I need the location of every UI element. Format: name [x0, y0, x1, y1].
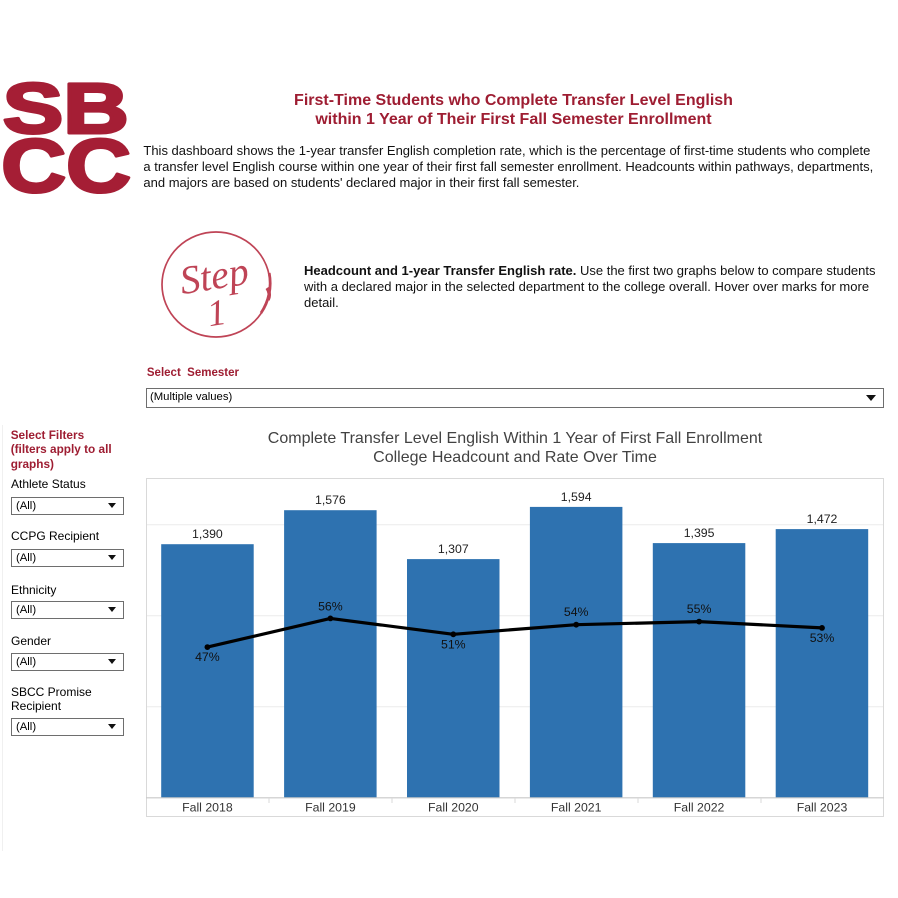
svg-text:1,395: 1,395 [684, 526, 715, 540]
svg-text:1,594: 1,594 [561, 490, 592, 504]
svg-text:47%: 47% [195, 650, 220, 664]
svg-text:53%: 53% [810, 631, 835, 645]
svg-text:56%: 56% [318, 599, 343, 613]
svg-text:Fall 2021: Fall 2021 [551, 801, 602, 815]
svg-text:1,576: 1,576 [315, 493, 346, 507]
svg-text:54%: 54% [564, 605, 589, 619]
svg-text:Fall 2019: Fall 2019 [305, 801, 356, 815]
svg-text:1,472: 1,472 [807, 512, 838, 526]
svg-text:Step: Step [177, 248, 252, 303]
svg-text:Fall 2018: Fall 2018 [182, 801, 233, 815]
svg-text:51%: 51% [441, 638, 466, 652]
svg-text:1,307: 1,307 [438, 542, 469, 556]
svg-text:CC: CC [1, 124, 131, 200]
svg-text:SB: SB [3, 70, 129, 149]
svg-text:Fall 2022: Fall 2022 [674, 801, 725, 815]
svg-text:Fall 2023: Fall 2023 [797, 801, 848, 815]
svg-text:55%: 55% [687, 602, 712, 616]
svg-text:1: 1 [204, 292, 229, 335]
svg-text:1,390: 1,390 [192, 527, 223, 541]
svg-text:Fall 2020: Fall 2020 [428, 801, 479, 815]
